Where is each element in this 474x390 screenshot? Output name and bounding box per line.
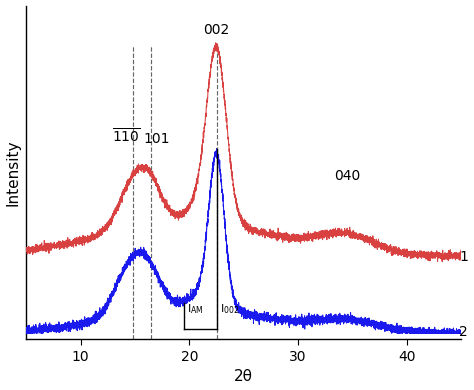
Text: 002: 002 xyxy=(203,23,230,37)
Text: 040: 040 xyxy=(334,169,360,183)
Text: 101: 101 xyxy=(144,132,170,146)
Text: I$_{002}$: I$_{002}$ xyxy=(220,302,239,316)
Text: I$_{\rm AM}$: I$_{\rm AM}$ xyxy=(187,302,204,316)
X-axis label: 2θ: 2θ xyxy=(234,369,253,385)
Text: $\overline{110}$: $\overline{110}$ xyxy=(112,128,140,146)
Text: 1: 1 xyxy=(459,250,468,264)
Y-axis label: Intensity: Intensity xyxy=(6,139,20,206)
Text: 2: 2 xyxy=(459,325,468,339)
